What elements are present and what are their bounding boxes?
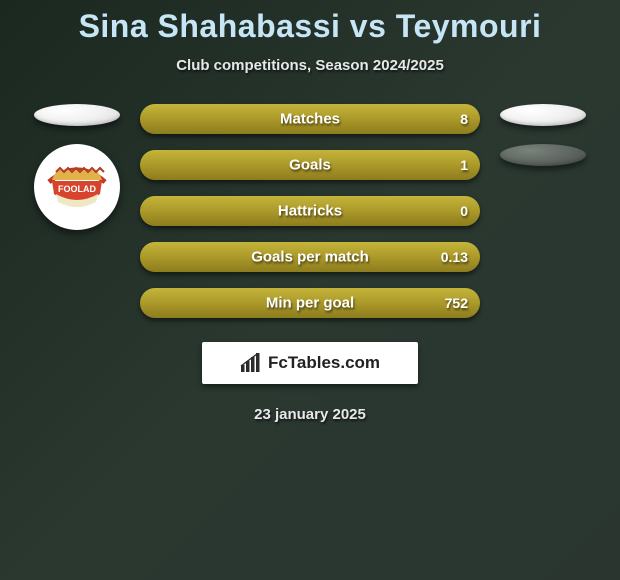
player2-name: Teymouri xyxy=(396,8,542,44)
bar-label: Goals per match xyxy=(251,249,369,266)
crest-label: FOOLAD xyxy=(58,184,96,194)
bar-value-left: 752 xyxy=(445,295,468,311)
bar-value-left: 0.13 xyxy=(441,249,468,265)
branding-badge: FcTables.com xyxy=(202,342,418,384)
stat-bar-min-per-goal: Min per goal 752 xyxy=(140,288,480,318)
bar-chart-icon xyxy=(240,353,262,373)
bar-label: Matches xyxy=(280,111,340,128)
foolad-crest-icon: FOOLAD xyxy=(34,144,120,230)
vs-label: vs xyxy=(350,8,387,44)
player1-club-crest: FOOLAD xyxy=(34,144,120,230)
date-line: 23 january 2025 xyxy=(254,406,366,423)
stat-bar-goals-per-match: Goals per match 0.13 xyxy=(140,242,480,272)
bar-value-left: 0 xyxy=(460,203,468,219)
stat-bars: Matches 8 Goals 1 Hattricks 0 Goals xyxy=(140,104,480,318)
card-root: Sina Shahabassi vs Teymouri Club competi… xyxy=(0,0,620,423)
bar-label: Goals xyxy=(289,157,331,174)
player2-ellipse xyxy=(500,104,586,126)
player2-club-ellipse xyxy=(500,144,586,166)
left-side: FOOLAD xyxy=(32,104,122,230)
page-title: Sina Shahabassi vs Teymouri xyxy=(79,8,542,45)
bar-label: Hattricks xyxy=(278,203,342,220)
bar-value-left: 8 xyxy=(460,111,468,127)
player1-name: Sina Shahabassi xyxy=(79,8,341,44)
comparison-area: FOOLAD Matches 8 Goals 1 xyxy=(0,104,620,318)
subtitle: Club competitions, Season 2024/2025 xyxy=(176,57,444,74)
stat-bar-hattricks: Hattricks 0 xyxy=(140,196,480,226)
bar-value-left: 1 xyxy=(460,157,468,173)
player1-ellipse xyxy=(34,104,120,126)
stat-bar-matches: Matches 8 xyxy=(140,104,480,134)
bar-label: Min per goal xyxy=(266,295,354,312)
branding-text: FcTables.com xyxy=(268,353,380,373)
right-side xyxy=(498,104,588,166)
stat-bar-goals: Goals 1 xyxy=(140,150,480,180)
